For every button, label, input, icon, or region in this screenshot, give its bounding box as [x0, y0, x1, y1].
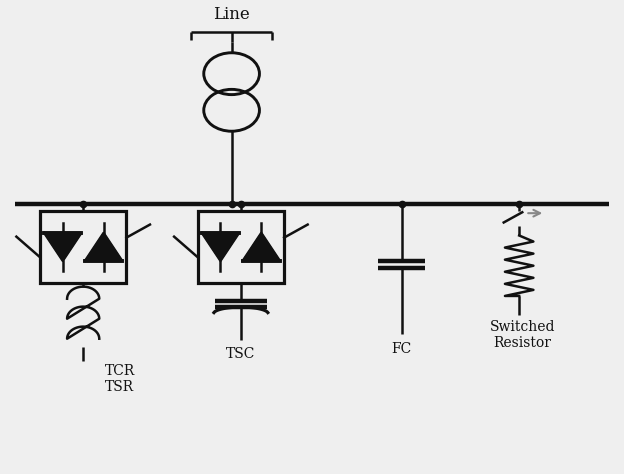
Text: TSC: TSC	[226, 346, 256, 361]
Bar	[40, 211, 127, 283]
Bar	[198, 211, 284, 283]
Polygon shape	[44, 233, 81, 261]
Polygon shape	[85, 233, 122, 261]
Text: TCR
TSR: TCR TSR	[105, 365, 135, 394]
Text: Switched
Resistor: Switched Resistor	[489, 320, 555, 350]
Polygon shape	[243, 233, 280, 261]
Polygon shape	[202, 233, 239, 261]
Text: Line: Line	[213, 7, 250, 24]
Text: FC: FC	[391, 342, 412, 356]
